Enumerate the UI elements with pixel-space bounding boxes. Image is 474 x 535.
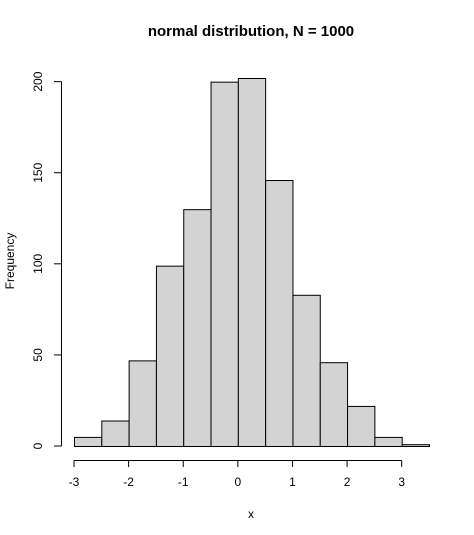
y-tick-label: 0 bbox=[31, 442, 45, 449]
y-tick-label: 200 bbox=[31, 71, 45, 91]
histogram-bar bbox=[374, 436, 403, 447]
histogram-bar bbox=[265, 180, 294, 447]
x-tick-label: -1 bbox=[178, 475, 189, 489]
chart-title: normal distribution, N = 1000 bbox=[148, 23, 354, 40]
histogram-bar bbox=[155, 265, 185, 447]
histogram-bar bbox=[183, 209, 212, 447]
histogram-bar bbox=[237, 78, 267, 447]
y-axis: 0 50 100 150 200 bbox=[31, 71, 62, 449]
x-tick-label: 1 bbox=[289, 475, 296, 489]
histogram-bar bbox=[210, 81, 239, 448]
histogram-bar bbox=[347, 405, 376, 448]
x-tick-label: 3 bbox=[398, 475, 405, 489]
y-axis-label: Frequency bbox=[3, 233, 17, 290]
y-tick-label: 100 bbox=[31, 253, 45, 273]
x-tick-label: -3 bbox=[69, 475, 80, 489]
x-tick-label: 0 bbox=[235, 475, 242, 489]
x-axis-label: x bbox=[248, 507, 254, 521]
histogram-bar bbox=[74, 436, 103, 447]
x-tick-label: 2 bbox=[344, 475, 351, 489]
y-tick-label: 150 bbox=[31, 162, 45, 182]
bars-group bbox=[74, 78, 431, 448]
y-tick-label: 50 bbox=[31, 348, 45, 362]
x-tick-label: -2 bbox=[123, 475, 134, 489]
x-axis: -3 -2 -1 0 1 2 3 bbox=[69, 460, 405, 489]
histogram-bar bbox=[319, 362, 349, 448]
histogram-bar bbox=[401, 444, 431, 448]
histogram-bar bbox=[292, 294, 321, 447]
histogram-bar bbox=[128, 360, 157, 448]
histogram-bar bbox=[101, 420, 130, 448]
